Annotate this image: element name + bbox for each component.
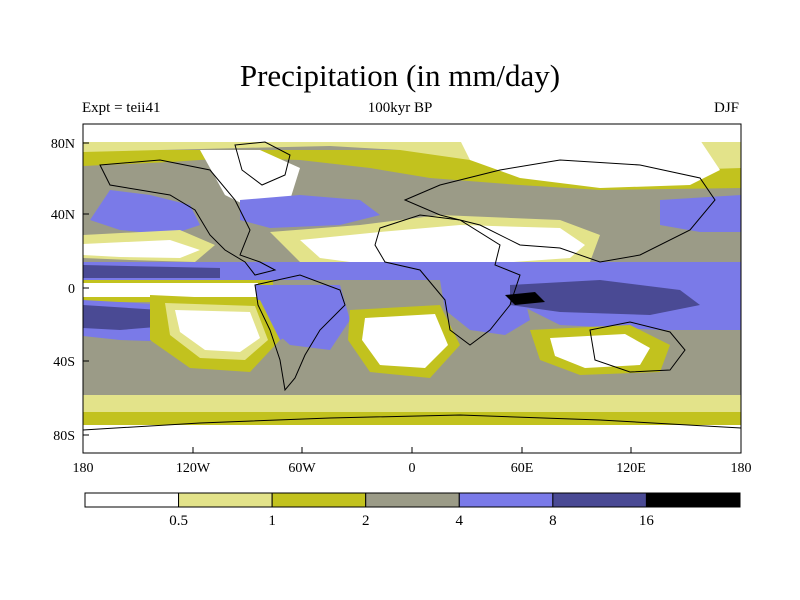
- antarctica-coast: [82, 414, 742, 431]
- south-america-coast: [254, 274, 346, 392]
- colorbar-swatch: [552, 492, 647, 508]
- lon-tick-label: 60E: [511, 461, 534, 476]
- itcz-pacific-core: [83, 265, 220, 278]
- lat-tick-label: 80N: [51, 137, 75, 152]
- colorbar-label: 4: [456, 513, 464, 529]
- southern-ocean-band-1: [83, 395, 741, 415]
- central-africa-wet: [440, 280, 530, 335]
- australia-coast: [589, 321, 686, 373]
- lat-tick-label: 0: [68, 282, 75, 297]
- lat-tick-label: 80S: [53, 429, 75, 444]
- greenland-canada-dry: [200, 150, 300, 210]
- coastlines: [82, 141, 742, 431]
- colorbar-label: 1: [268, 513, 276, 529]
- southern-ocean-band-2: [83, 412, 741, 428]
- maritime-continent-very-wet: [510, 280, 700, 315]
- north-atlantic-storm-track: [240, 195, 380, 228]
- colorbar-swatch: [271, 492, 367, 508]
- axis-ticks: 80N 40N 0 40S 80S 180 120W 60W 0 60E 120E 180: [51, 137, 752, 476]
- lat-tick-label: 40N: [51, 208, 75, 223]
- colorbar-swatch: [365, 492, 460, 508]
- lon-tick-label: 60W: [288, 461, 316, 476]
- lon-tick-label: 120W: [176, 461, 211, 476]
- colorbar-swatch: [458, 492, 554, 508]
- lon-tick-label: 120E: [616, 461, 646, 476]
- map-field: [83, 124, 741, 453]
- colorbar: 0.5 1 2 4 8 16: [84, 492, 741, 529]
- africa-coast: [374, 214, 521, 346]
- colorbar-label: 2: [362, 513, 370, 529]
- n-pacific-dry: [83, 240, 200, 258]
- se-pacific-dry: [175, 310, 260, 352]
- sahara-arabia-dry: [300, 225, 585, 266]
- cold-tongue-dry: [83, 283, 258, 297]
- greenland-coast: [234, 141, 291, 186]
- colorbar-label: 8: [549, 513, 557, 529]
- lon-tick-label: 180: [73, 461, 94, 476]
- north-america-coast: [99, 159, 277, 276]
- north-pacific-storm-track-east: [90, 190, 200, 235]
- colorbar-swatch: [84, 492, 180, 508]
- lon-tick-label: 180: [731, 461, 752, 476]
- australia-dry: [550, 334, 650, 368]
- colorbar-label: 16: [639, 513, 655, 529]
- north-pacific-storm-track-west: [660, 195, 741, 232]
- indian-ocean-max: [505, 292, 545, 305]
- colorbar-swatch: [645, 492, 741, 508]
- lon-tick-label: 0: [409, 461, 416, 476]
- season-label: DJF: [713, 100, 739, 116]
- se-atlantic-dry: [362, 314, 448, 368]
- experiment-label: Expt = teii41: [82, 100, 161, 116]
- itcz-band: [83, 262, 741, 280]
- colorbar-label: 0.5: [169, 513, 188, 529]
- siberia-dry: [460, 140, 720, 188]
- time-label: 100kyr BP: [367, 100, 433, 116]
- lat-tick-label: 40S: [53, 355, 75, 370]
- colorbar-swatch: [178, 492, 273, 508]
- plot-title: Precipitation (in mm/day): [239, 58, 561, 93]
- arctic-dry: [83, 124, 741, 142]
- eurasia-coast: [403, 159, 716, 263]
